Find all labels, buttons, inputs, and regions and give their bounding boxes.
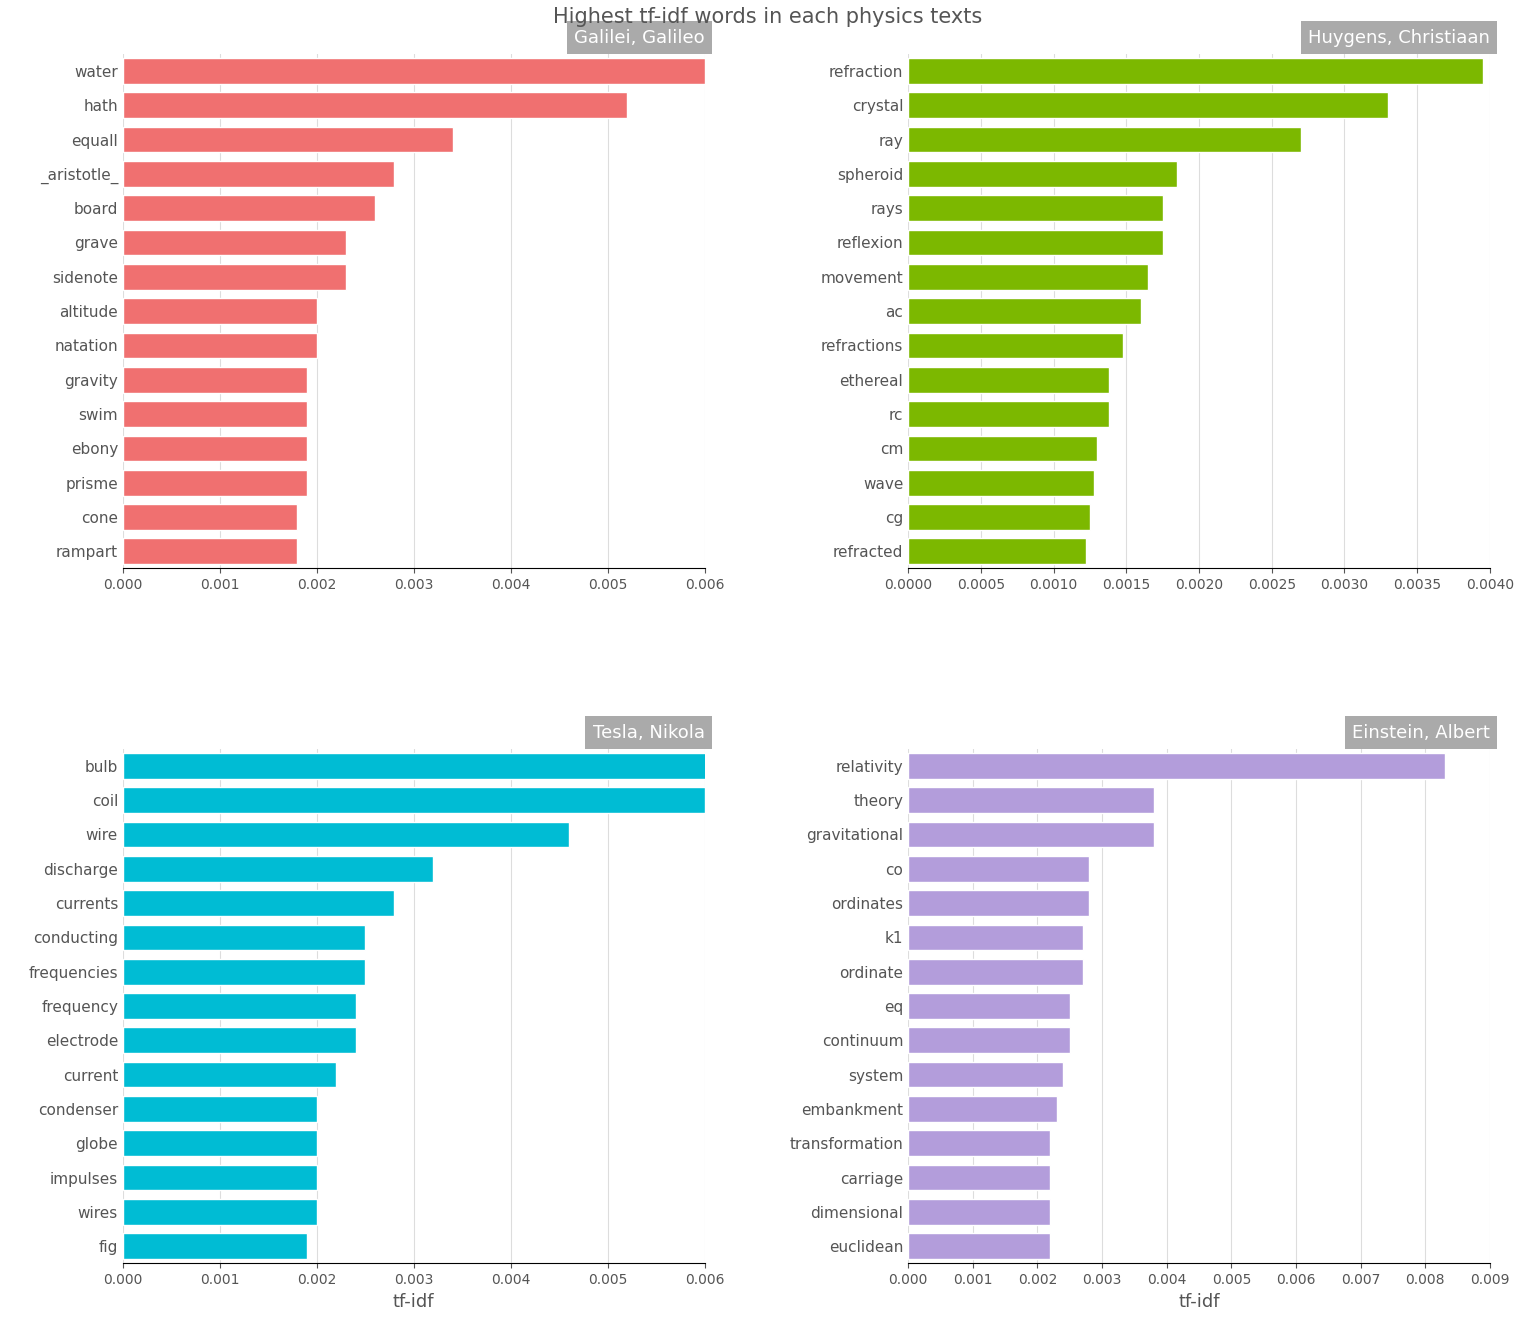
Bar xyxy=(123,435,307,461)
Bar xyxy=(123,821,568,847)
Bar xyxy=(123,402,307,427)
Bar xyxy=(123,788,705,813)
Bar xyxy=(908,1062,1063,1087)
Bar xyxy=(123,504,298,530)
Bar xyxy=(123,856,433,882)
Bar xyxy=(908,1027,1069,1054)
Bar xyxy=(908,890,1089,915)
Text: Galilei, Galileo: Galilei, Galileo xyxy=(574,28,705,47)
Text: Tesla, Nikola: Tesla, Nikola xyxy=(593,723,705,742)
Bar xyxy=(123,470,307,496)
Bar xyxy=(123,126,453,152)
Bar xyxy=(908,230,1163,255)
Bar xyxy=(908,504,1091,530)
Bar xyxy=(908,753,1445,778)
Bar xyxy=(123,1062,336,1087)
Bar xyxy=(123,230,346,255)
Bar xyxy=(123,925,366,950)
Bar xyxy=(908,1234,1051,1259)
Bar xyxy=(908,126,1301,152)
Bar xyxy=(908,332,1123,359)
Bar xyxy=(908,93,1389,118)
Bar xyxy=(908,925,1083,950)
Bar xyxy=(908,539,1086,564)
Bar xyxy=(908,58,1482,83)
Bar xyxy=(123,58,705,83)
Text: Highest tf-idf words in each physics texts: Highest tf-idf words in each physics tex… xyxy=(553,7,983,27)
Bar xyxy=(123,1234,307,1259)
Bar xyxy=(908,1130,1051,1156)
Bar xyxy=(123,958,366,985)
Bar xyxy=(908,1199,1051,1224)
Bar xyxy=(908,1165,1051,1191)
Bar xyxy=(908,195,1163,220)
Bar xyxy=(123,195,375,220)
Bar xyxy=(908,856,1089,882)
Bar xyxy=(908,298,1141,324)
Bar xyxy=(123,1097,316,1122)
Bar xyxy=(123,93,627,118)
X-axis label: tf-idf: tf-idf xyxy=(1178,1293,1220,1310)
Bar xyxy=(123,367,307,392)
Text: Einstein, Albert: Einstein, Albert xyxy=(1352,723,1490,742)
Bar xyxy=(123,332,316,359)
Bar xyxy=(123,539,298,564)
Bar xyxy=(908,470,1094,496)
Bar xyxy=(123,1130,316,1156)
Bar xyxy=(908,993,1069,1019)
Bar xyxy=(123,161,395,187)
Bar xyxy=(123,1199,316,1224)
Bar xyxy=(123,753,723,778)
Bar xyxy=(908,958,1083,985)
Bar xyxy=(123,1027,355,1054)
Bar xyxy=(908,821,1154,847)
Bar xyxy=(123,993,355,1019)
Bar xyxy=(908,435,1097,461)
Bar xyxy=(123,263,346,290)
Bar xyxy=(908,788,1154,813)
Bar xyxy=(908,367,1109,392)
Bar xyxy=(123,1165,316,1191)
Bar xyxy=(908,161,1177,187)
Bar xyxy=(123,890,395,915)
X-axis label: tf-idf: tf-idf xyxy=(393,1293,435,1310)
Bar xyxy=(123,298,316,324)
Bar xyxy=(908,1097,1057,1122)
Bar xyxy=(908,263,1147,290)
Text: Huygens, Christiaan: Huygens, Christiaan xyxy=(1309,28,1490,47)
Bar xyxy=(908,402,1109,427)
